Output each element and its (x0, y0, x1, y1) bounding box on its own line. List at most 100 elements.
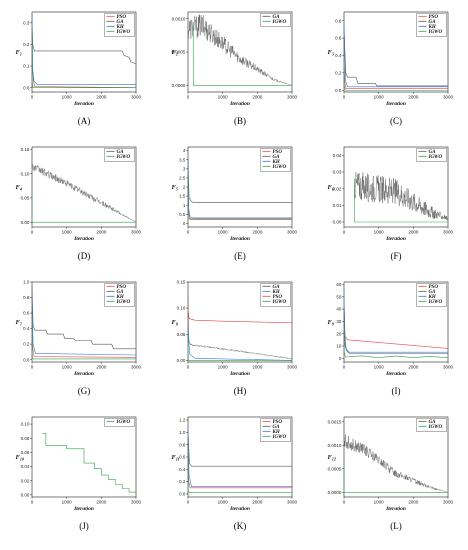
x-tick-label: 2000 (252, 95, 263, 100)
chart-panel: 0 1000 2000 3000 0.0000 0.0005 0.0010 Iteration… (168, 4, 308, 126)
series-line-kh (188, 165, 292, 219)
x-tick-label: 0 (187, 95, 190, 100)
y-tick-label: 0.2 (23, 42, 30, 47)
x-tick-label: 0 (31, 95, 34, 100)
plot-frame (31, 146, 137, 228)
y-tick-label: 4 (183, 148, 186, 153)
y-tick-label: 0.2 (23, 342, 30, 347)
plot-frame (343, 416, 449, 498)
legend-label: GA (429, 420, 437, 425)
y-tick-label: 0.0005 (172, 50, 186, 55)
chart-svg: 0 1000 2000 3000 0.0 0.2 0.4 0.6 0.8 1.0 1.2 Iterat… (172, 416, 298, 512)
y-axis-label: F8 (172, 319, 178, 327)
x-axis-label: Iteration (73, 101, 94, 107)
x-tick-label: 3000 (443, 365, 454, 370)
y-tick-label: 0.0010 (172, 16, 186, 21)
y-axis-label: F11 (172, 454, 180, 462)
series-line-igwo (32, 22, 136, 88)
series-line-igwo (32, 188, 136, 223)
y-tick-label: 0.2 (335, 70, 342, 75)
legend-label: PSO (429, 15, 439, 20)
y-tick-label: 0.0000 (172, 83, 186, 88)
y-tick-label: 0.10 (21, 171, 30, 176)
y-tick-label: 3.5 (179, 157, 186, 162)
x-tick-label: 1000 (62, 230, 73, 235)
x-axis-label: Iteration (385, 371, 406, 377)
series-line-ga (32, 285, 136, 350)
y-axis-label: F1 (16, 49, 22, 57)
series-line-pso (188, 168, 292, 221)
series-line-pso (188, 308, 292, 324)
y-tick-label: 50 (336, 294, 342, 299)
y-tick-label: 0.00 (21, 492, 30, 497)
x-tick-label: 2000 (252, 500, 263, 505)
y-axis-label: F9 (328, 319, 334, 327)
x-tick-label: 3000 (131, 95, 142, 100)
y-tick-label: 0.0 (335, 88, 342, 93)
y-tick-label: 0 (183, 221, 186, 226)
plot-frame (31, 416, 137, 498)
legend-box (416, 148, 447, 162)
plot-frame (187, 281, 293, 363)
legend-label: GA (273, 285, 281, 290)
y-tick-label: 0.00 (177, 358, 186, 363)
y-axis-label-main: F (172, 454, 177, 461)
legend-box (416, 283, 447, 307)
legend-label: IGWO (428, 155, 443, 160)
series-line-ga (344, 302, 448, 354)
y-axis-label-sub: 3 (331, 52, 334, 57)
series-line-ga (344, 29, 448, 87)
y-tick-label: 0.02 (21, 478, 30, 483)
series-group (188, 426, 292, 493)
x-tick-label: 1000 (374, 365, 385, 370)
y-tick-label: 0.05 (177, 332, 186, 337)
chart-panel: 0 1000 2000 3000 0 0.5 1 1.5 2 2.5 3 3.5 4 Iteration F… (168, 139, 308, 261)
y-tick-label: 0.6 (179, 455, 186, 460)
legend-label: PSO (117, 285, 127, 290)
legend-label: IGWO (272, 300, 287, 305)
x-axis-label: Iteration (73, 506, 94, 512)
legend-label: GA (429, 150, 437, 155)
legend-label: GA (273, 15, 281, 20)
y-axis-label-sub: 2 (175, 52, 178, 57)
series-line-igwo (344, 468, 448, 493)
x-axis-label: Iteration (229, 371, 250, 377)
series-group (188, 14, 292, 86)
y-tick-label: 0.15 (177, 280, 186, 285)
y-axis-label: F2 (172, 49, 178, 57)
x-tick-label: 2000 (408, 95, 419, 100)
x-tick-label: 2000 (96, 365, 107, 370)
y-axis-label-main: F (16, 49, 21, 56)
chart-panel: 0 1000 2000 3000 0.0 0.2 0.4 0.6 0.8 1.0 Iteration… (12, 274, 152, 396)
series-line-igwo (188, 334, 292, 361)
panel-caption: (L) (390, 521, 402, 531)
series-line-igwo (344, 46, 448, 91)
legend-label: GA (117, 290, 125, 295)
panel-caption: (B) (234, 116, 246, 126)
series-group (354, 172, 448, 223)
y-axis-label: F5 (172, 184, 178, 192)
legend-label: KH (272, 430, 281, 435)
x-tick-label: 1000 (62, 365, 73, 370)
y-tick-label: 0.04 (21, 464, 30, 469)
y-tick-label: 0.15 (21, 147, 30, 152)
y-tick-label: 0.02 (333, 186, 342, 191)
y-axis-label: F7 (16, 319, 23, 327)
x-tick-label: 3000 (287, 365, 298, 370)
chart-panel: 0 1000 2000 3000 0.00 0.05 0.10 0.15 Iteration F4… (12, 139, 152, 261)
legend-label: IGWO (428, 30, 443, 35)
y-axis-label-sub: 11 (176, 457, 180, 462)
y-tick-label: 2.5 (179, 176, 186, 181)
y-axis-label: F6 (328, 184, 334, 192)
x-tick-label: 2000 (408, 500, 419, 505)
chart-svg: 0 1000 2000 3000 0 0.5 1 1.5 2 2.5 3 3.5 4 Iteration F… (172, 146, 298, 242)
chart-svg: 0 1000 2000 3000 0.00 0.05 0.10 0.15 Iteration F4… (16, 146, 142, 242)
legend-label: GA (429, 290, 437, 295)
series-line-kh (188, 426, 292, 487)
y-tick-label: 40 (336, 307, 342, 312)
legend-box (104, 418, 135, 427)
x-tick-label: 3000 (443, 500, 454, 505)
legend-box (104, 13, 135, 37)
